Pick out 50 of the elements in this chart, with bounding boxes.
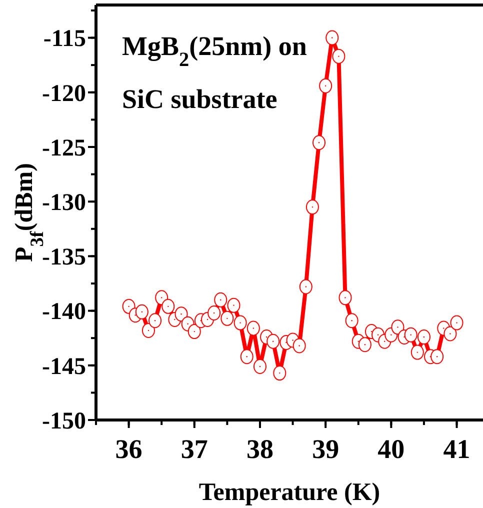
point — [450, 315, 464, 330]
y-tick-label: -130 — [42, 190, 86, 216]
point — [188, 324, 201, 340]
point — [391, 320, 404, 335]
point — [292, 338, 306, 354]
point — [266, 334, 280, 349]
annotation: MgB$_{2}$(25nm) on — [122, 31, 307, 71]
point — [444, 326, 457, 342]
point — [214, 292, 228, 308]
y-tick-label: -145 — [42, 354, 86, 380]
point — [253, 358, 266, 374]
point — [162, 298, 175, 314]
point — [319, 78, 332, 94]
point — [240, 349, 254, 364]
x-tick-label: 39 — [312, 434, 340, 464]
x-tick-label: 36 — [115, 434, 142, 464]
annotation: SiC substrate — [122, 84, 278, 114]
x-axis-title: Temperature (K) — [198, 479, 380, 506]
point — [417, 330, 430, 344]
point — [338, 290, 352, 306]
point — [410, 344, 424, 360]
point — [306, 200, 319, 215]
point — [430, 349, 444, 364]
y-tick-label: -115 — [43, 26, 86, 52]
point — [135, 304, 148, 320]
point — [234, 315, 247, 330]
x-tick-label: 38 — [246, 434, 274, 464]
x-tick-label: 37 — [180, 434, 208, 464]
point — [404, 327, 418, 342]
point — [358, 337, 372, 352]
point — [227, 298, 240, 313]
y-tick-label: -150 — [42, 408, 86, 434]
y-tick-label: -125 — [42, 135, 86, 162]
point — [220, 310, 234, 326]
point — [326, 30, 339, 46]
point — [299, 279, 312, 294]
point — [273, 366, 286, 381]
point — [332, 48, 346, 64]
point — [246, 320, 260, 336]
y-tick-label: -135 — [42, 244, 86, 271]
point — [142, 322, 155, 338]
y-tick-label: -140 — [42, 299, 86, 326]
x-tick-label: 41 — [443, 434, 470, 464]
y-tick-label: -120 — [42, 80, 86, 107]
point — [148, 313, 162, 328]
point — [345, 313, 358, 328]
x-tick-label: 40 — [378, 434, 405, 464]
point — [208, 305, 221, 320]
point — [312, 135, 326, 150]
point — [174, 306, 188, 322]
